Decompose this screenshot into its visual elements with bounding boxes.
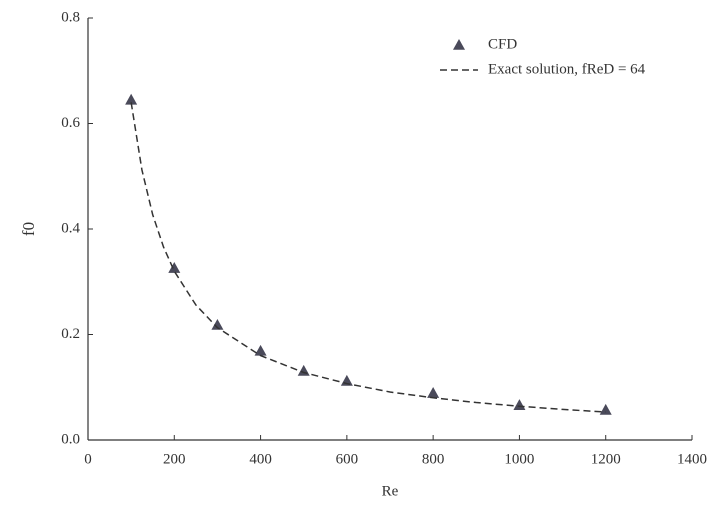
legend-label: Exact solution, fReD = 64 (488, 61, 646, 77)
cfd-marker (297, 364, 310, 376)
y-tick-label: 0.8 (61, 9, 80, 25)
y-tick-label: 0.0 (61, 431, 80, 447)
x-axis-label: Re (382, 483, 399, 499)
y-tick-label: 0.6 (61, 115, 80, 131)
x-tick-label: 1400 (677, 451, 707, 467)
y-tick-label: 0.2 (61, 326, 80, 342)
y-tick-label: 0.4 (61, 220, 80, 236)
legend-marker (453, 39, 465, 50)
x-tick-label: 1000 (504, 451, 534, 467)
cfd-marker (427, 387, 440, 398)
x-tick-label: 400 (249, 451, 272, 467)
cfd-marker (125, 93, 138, 105)
cfd-marker (254, 344, 267, 356)
legend-label: CFD (488, 36, 517, 52)
x-tick-label: 200 (163, 451, 186, 467)
cfd-marker (211, 319, 224, 330)
x-tick-label: 0 (84, 451, 92, 467)
exact-line (130, 102, 606, 413)
x-tick-label: 800 (422, 451, 445, 467)
cfd-marker (599, 403, 612, 415)
y-axis-label: f0 (19, 222, 38, 236)
cfd-marker (168, 262, 181, 273)
x-tick-label: 600 (336, 451, 359, 467)
cfd-marker (513, 399, 526, 410)
x-tick-label: 1200 (591, 451, 621, 467)
